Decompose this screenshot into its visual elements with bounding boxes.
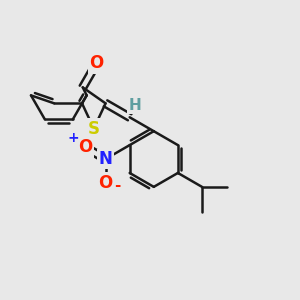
Text: O: O bbox=[89, 54, 104, 72]
Text: H: H bbox=[129, 98, 141, 113]
Text: +: + bbox=[68, 130, 79, 145]
Text: N: N bbox=[99, 150, 112, 168]
Text: O: O bbox=[98, 174, 113, 192]
Text: -: - bbox=[114, 178, 121, 193]
Text: S: S bbox=[88, 120, 100, 138]
Text: O: O bbox=[78, 138, 92, 156]
